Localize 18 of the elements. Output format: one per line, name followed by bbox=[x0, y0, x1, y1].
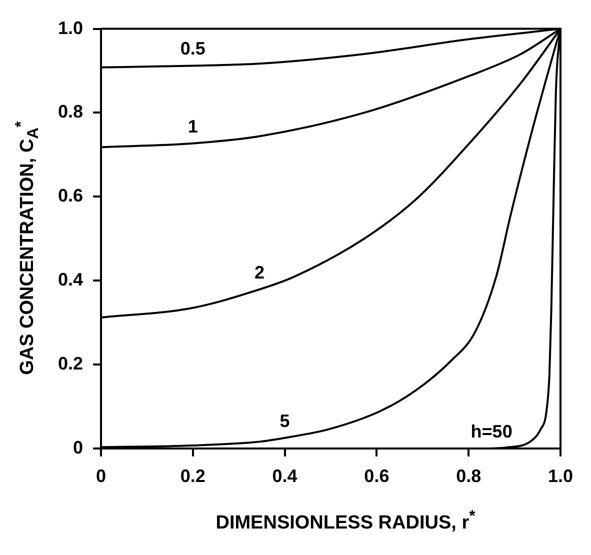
x-tick-label: 0.8 bbox=[456, 466, 482, 486]
annotation: 2 bbox=[254, 262, 265, 282]
y-tick-label: 0 bbox=[73, 437, 84, 458]
x-axis-title: DIMENSIONLESS RADIUS, r$^{*}$ bbox=[214, 508, 476, 534]
x-tick-label: 0.2 bbox=[180, 466, 206, 486]
annotation: 5 bbox=[280, 410, 290, 431]
y-tick-label: 0.8 bbox=[58, 102, 84, 122]
x-tick-label: 0.6 bbox=[364, 466, 390, 486]
x-tick-label: 1.0 bbox=[548, 466, 574, 486]
y-tick-label: 0.4 bbox=[58, 270, 84, 290]
annotation: 1 bbox=[188, 116, 198, 136]
x-tick-label: 0 bbox=[96, 466, 106, 486]
annotation: h=50 bbox=[470, 421, 512, 442]
y-tick-label: 0.2 bbox=[58, 353, 84, 374]
annotation: 0.5 bbox=[180, 38, 206, 59]
x-tick-label: 0.4 bbox=[272, 466, 298, 486]
y-tick-label: 0.6 bbox=[58, 186, 84, 206]
y-tick-label: 1.0 bbox=[58, 18, 84, 38]
